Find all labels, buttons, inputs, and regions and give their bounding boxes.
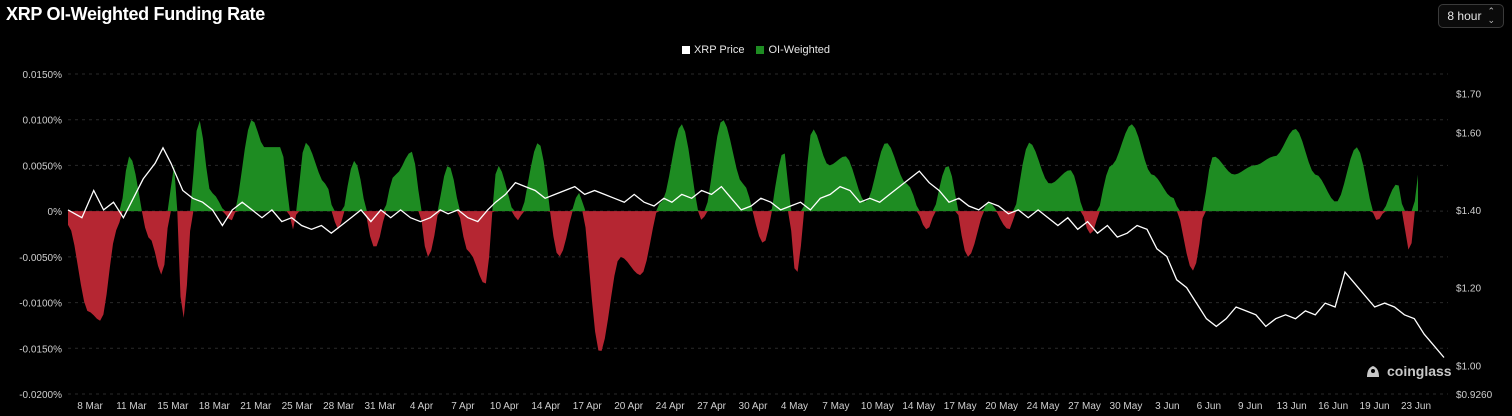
x-axis-tick: 6 Jun [1197,401,1221,412]
legend: XRP Price OI-Weighted [0,44,1512,56]
right-axis-tick: $0.9260 [1456,390,1493,401]
left-axis-tick: -0.0050% [19,253,62,264]
right-axis-tick: $1.40 [1456,206,1481,217]
left-axis-tick: 0.0100% [23,116,63,127]
legend-swatch-price [681,46,690,54]
x-axis-tick: 21 Mar [240,401,272,412]
x-axis-tick: 18 Mar [199,401,231,412]
x-axis-tick: 3 Jun [1155,401,1179,412]
coinglass-watermark: coinglass [1364,362,1452,380]
watermark-text: coinglass [1387,363,1452,379]
x-axis-tick: 4 Apr [410,401,434,412]
x-axis-tick: 16 Jun [1318,401,1348,412]
xrp-price-line [67,146,1445,358]
x-axis-tick: 28 Mar [323,401,355,412]
x-axis-tick: 27 May [1068,401,1101,412]
x-axis-tick: 24 Apr [656,401,686,412]
chevron-updown-icon: ⌃ ⌄ [1487,6,1495,25]
interval-value: 8 hour [1447,9,1482,23]
chart-title: XRP OI-Weighted Funding Rate [6,4,265,24]
right-axis-tick: $1.00 [1456,361,1481,372]
legend-swatch-funding [756,46,765,54]
x-axis-tick: 30 May [1110,401,1143,412]
x-axis-tick: 10 May [861,401,894,412]
funding-positive-area [68,120,1418,212]
funding-negative-area [68,211,1418,351]
x-axis-tick: 4 May [781,401,808,412]
x-axis-tick: 14 Apr [531,401,561,412]
x-axis-tick: 7 May [822,401,849,412]
right-axis-tick: $1.70 [1456,89,1481,100]
legend-item-price[interactable]: XRP Price [681,44,745,56]
right-axis-tick: $1.60 [1456,128,1481,139]
x-axis-tick: 23 Jun [1401,401,1431,412]
coinglass-logo-icon [1367,366,1379,377]
left-axis-tick: 0% [48,207,63,218]
x-axis-tick: 13 Jun [1277,401,1307,412]
x-axis-tick: 30 Apr [739,401,769,412]
x-axis-tick: 8 Mar [77,401,103,412]
x-axis-tick: 20 Apr [614,401,644,412]
left-axis-tick: -0.0200% [19,390,62,401]
x-axis-tick: 19 Jun [1360,401,1390,412]
legend-item-funding[interactable]: OI-Weighted [756,44,830,56]
x-axis-tick: 17 May [944,401,977,412]
left-axis-tick: -0.0150% [19,344,62,355]
x-axis-tick: 20 May [985,401,1018,412]
x-axis-tick: 14 May [902,401,935,412]
legend-label-funding: OI-Weighted [768,44,831,56]
right-axis-tick: $1.20 [1456,284,1481,295]
x-axis-tick: 15 Mar [157,401,189,412]
x-axis-tick: 24 May [1027,401,1060,412]
x-axis-tick: 17 Apr [573,401,603,412]
interval-select[interactable]: 8 hour ⌃ ⌄ [1438,4,1504,28]
x-axis-tick: 7 Apr [451,401,475,412]
x-axis-tick: 10 Apr [490,401,520,412]
x-axis-tick: 27 Apr [697,401,727,412]
left-axis-tick: 0.0150% [23,70,63,81]
x-axis-tick: 9 Jun [1238,401,1262,412]
left-axis-tick: 0.0050% [23,161,63,172]
x-axis-tick: 11 Mar [116,401,147,412]
x-axis-tick: 25 Mar [282,401,314,412]
x-axis-tick: 31 Mar [365,401,397,412]
legend-label-price: XRP Price [693,44,745,56]
left-axis-tick: -0.0100% [19,299,62,310]
